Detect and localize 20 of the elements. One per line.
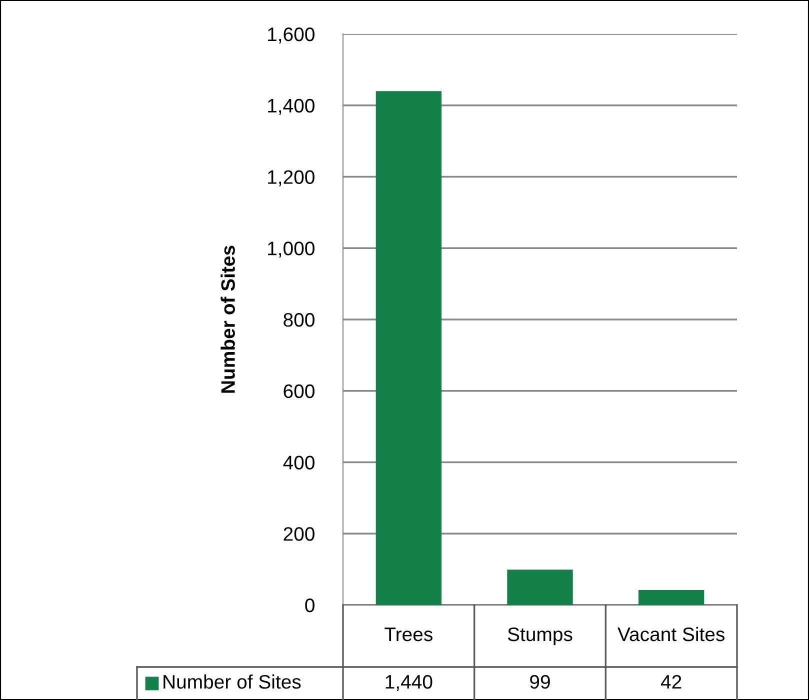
x-tick-label: Stumps [508,627,572,646]
bar [638,590,704,605]
bar [507,570,573,605]
text: 42 [660,674,682,689]
y-axis-title: Number of Sites [220,246,235,393]
y-tick-label: 600 [284,384,314,398]
y-tick-label: 1,000 [268,242,314,258]
y-tick-label: 0 [305,598,314,612]
x-tick-label: Vacant Sites [618,626,724,642]
x-tick-label: Trees [384,628,432,642]
y-tick-label: 1,200 [268,170,314,186]
y-tick-label: 1,400 [268,98,314,115]
legend-label: Number of Sites [164,674,301,689]
text: 99 [530,674,550,689]
y-tick-label: 1,600 [268,27,314,44]
y-tick-label: 800 [284,312,314,327]
y-tick-label: 400 [283,456,314,470]
text: 1,440 [386,674,432,692]
y-tick-label: 200 [284,527,314,541]
bar [376,91,442,605]
